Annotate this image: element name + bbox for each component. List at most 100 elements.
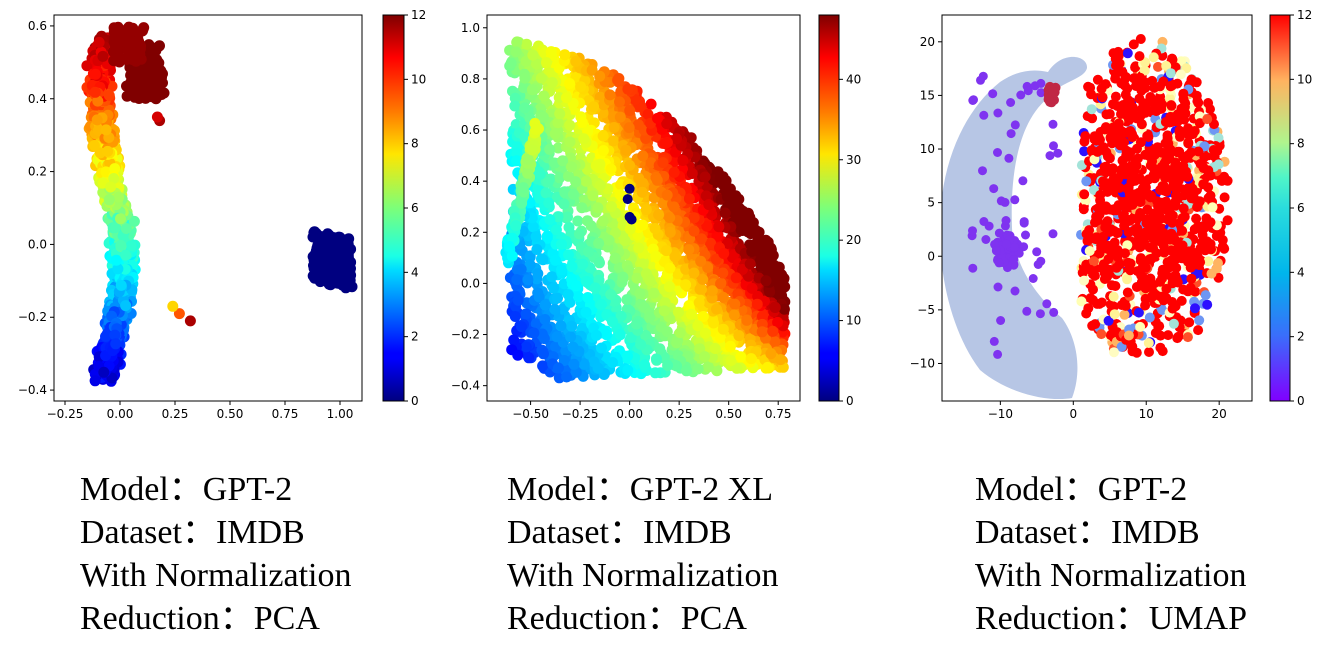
data-point (693, 297, 705, 309)
data-point (664, 212, 676, 224)
data-point (1079, 146, 1090, 157)
x-tick-label: −0.25 (47, 407, 84, 421)
y-tick-label: 0.8 (461, 72, 480, 86)
colorbar-tick-label: 0 (846, 394, 854, 408)
data-point (733, 330, 745, 342)
data-point (522, 153, 534, 165)
colorbar-tick-label: 10 (846, 314, 861, 328)
data-point (744, 258, 756, 270)
data-point (1006, 98, 1016, 107)
data-point (112, 263, 124, 275)
data-point (151, 111, 163, 123)
data-point (538, 90, 550, 102)
data-point (89, 86, 101, 98)
data-point (91, 114, 103, 126)
data-point (996, 316, 1006, 325)
data-point (570, 280, 582, 292)
data-point (644, 311, 656, 323)
data-point (694, 343, 706, 355)
data-point (1028, 274, 1038, 283)
data-point (324, 232, 336, 244)
data-point (1033, 260, 1043, 269)
data-point (531, 58, 542, 70)
data-point (633, 242, 645, 254)
data-point (711, 230, 723, 242)
data-point (566, 261, 578, 273)
data-point (105, 181, 117, 193)
data-point (652, 112, 663, 124)
data-point (609, 252, 621, 264)
data-point (575, 81, 587, 93)
colorbar-tick-label: 10 (411, 72, 426, 86)
data-point (669, 251, 681, 263)
axis-ticks-panel-1: −0.25 0.00 0.25 0.50 0.75 1.00−0.4−0.20.00.20… (18, 19, 354, 421)
data-point (605, 163, 617, 175)
data-point (699, 351, 711, 363)
colorbar-panel-2 (818, 14, 840, 402)
data-point (557, 155, 569, 167)
data-point (537, 254, 549, 266)
data-point (523, 352, 535, 364)
data-point (337, 237, 349, 249)
data-point (517, 182, 529, 194)
data-point (115, 213, 126, 225)
data-point (558, 355, 570, 366)
data-point (580, 175, 592, 187)
data-point (624, 223, 636, 235)
data-point (567, 341, 579, 353)
data-point (658, 305, 670, 317)
data-point (512, 294, 524, 306)
data-point (597, 215, 609, 227)
data-point (593, 237, 605, 249)
data-point (1019, 217, 1029, 227)
data-point (661, 189, 673, 201)
data-point (521, 38, 533, 50)
data-point (1018, 176, 1028, 186)
data-point (1010, 195, 1020, 205)
data-point (1048, 229, 1058, 239)
data-point (89, 375, 101, 387)
data-point (1023, 86, 1033, 96)
data-point (629, 94, 641, 106)
data-point (649, 367, 661, 379)
data-point (552, 362, 564, 374)
data-point (1004, 153, 1014, 163)
data-point (1036, 88, 1046, 98)
data-point (558, 198, 570, 210)
data-point (542, 176, 554, 188)
data-point (532, 268, 544, 280)
data-point (594, 257, 605, 269)
data-point (510, 119, 522, 130)
data-point (622, 364, 634, 376)
data-point (637, 150, 649, 162)
data-point (505, 57, 517, 69)
data-point (756, 310, 768, 322)
scatter-points-panel-1 (81, 21, 358, 387)
data-point (549, 254, 561, 266)
data-point (592, 362, 604, 374)
data-point (568, 358, 580, 370)
data-point (125, 240, 137, 252)
data-point (614, 111, 626, 123)
colorbar-tick-label: 4 (411, 265, 419, 279)
x-tick-label: −0.50 (512, 407, 549, 421)
data-point (98, 366, 110, 378)
data-point (137, 25, 148, 37)
data-point (608, 122, 620, 133)
data-point (683, 193, 695, 205)
data-point (548, 282, 560, 294)
data-point (129, 49, 141, 61)
data-point (546, 77, 558, 88)
data-point (617, 271, 629, 283)
data-point (524, 259, 536, 271)
data-point (556, 238, 567, 250)
data-point (113, 26, 125, 38)
data-point (733, 193, 745, 205)
data-point (664, 262, 676, 274)
data-point (557, 303, 569, 315)
data-point (993, 282, 1003, 292)
data-point (1016, 90, 1026, 100)
data-point (661, 118, 673, 130)
data-point (1042, 299, 1052, 309)
data-point (715, 278, 727, 290)
